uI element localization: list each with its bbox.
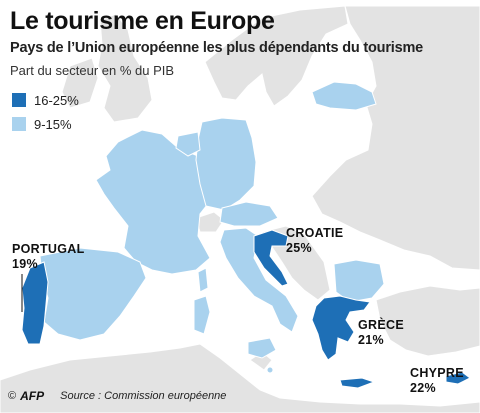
turkey-land (375, 285, 480, 357)
country-germany (195, 117, 257, 211)
switzerland-land (195, 211, 225, 233)
legend-swatch-high (12, 93, 26, 107)
afp-logo: AFP (20, 389, 45, 403)
legend: 16-25% 9-15% (12, 88, 79, 136)
country-benelux (175, 131, 201, 157)
country-sicily (247, 337, 277, 359)
legend-label-high: 16-25% (34, 92, 79, 108)
label-croatie-name: CROATIE (286, 226, 344, 240)
country-cyprus (445, 371, 471, 385)
country-crete (339, 377, 376, 389)
map-title: Le tourisme en Europe (10, 7, 275, 35)
label-chypre: CHYPRE 22% (410, 366, 464, 396)
legend-item-medium: 9-15% (12, 112, 79, 136)
country-austria (219, 201, 279, 227)
eu-medium-tourism (39, 81, 385, 374)
header: Le tourisme en Europe Pays de l’Union eu… (10, 6, 423, 80)
country-corsica (197, 267, 209, 293)
label-croatie-value: 25% (286, 241, 312, 255)
footer: © AFP Source : Commission européenne (8, 389, 226, 403)
country-bulgaria (333, 259, 385, 303)
ireland-land (61, 57, 99, 109)
country-latvia (311, 81, 377, 111)
uk-land (97, 13, 153, 123)
label-croatie: CROATIE 25% (286, 226, 343, 256)
eastern-europe-land (311, 5, 480, 271)
north-africa-land (0, 343, 480, 413)
label-grece-value: 21% (358, 333, 384, 347)
label-portugal-value: 19% (12, 257, 38, 271)
map-caption: Part du secteur en % du PIB (10, 63, 175, 78)
label-chypre-value: 22% (410, 381, 436, 395)
country-malta (266, 366, 274, 374)
copyright-symbol: © (8, 390, 17, 402)
legend-label-medium: 9-15% (34, 116, 72, 132)
eu-high-tourism (21, 229, 471, 389)
label-portugal-name: PORTUGAL (12, 242, 85, 256)
legend-swatch-medium (12, 117, 26, 131)
label-grece: GRÈCE 21% (358, 318, 404, 348)
country-croatia (253, 229, 289, 287)
country-portugal (21, 261, 49, 345)
scandinavia-land (204, 5, 349, 107)
country-greece (311, 295, 371, 361)
country-spain (39, 247, 147, 341)
label-portugal: PORTUGAL 19% (12, 242, 85, 272)
label-grece-name: GRÈCE (358, 318, 404, 332)
source-text: Source : Commission européenne (60, 390, 227, 402)
non-eu-land (0, 5, 480, 413)
label-chypre-name: CHYPRE (410, 366, 464, 380)
map-subtitle: Pays de l’Union européenne les plus dépe… (10, 40, 424, 56)
legend-item-high: 16-25% (12, 88, 79, 112)
country-sardinia (193, 295, 211, 335)
